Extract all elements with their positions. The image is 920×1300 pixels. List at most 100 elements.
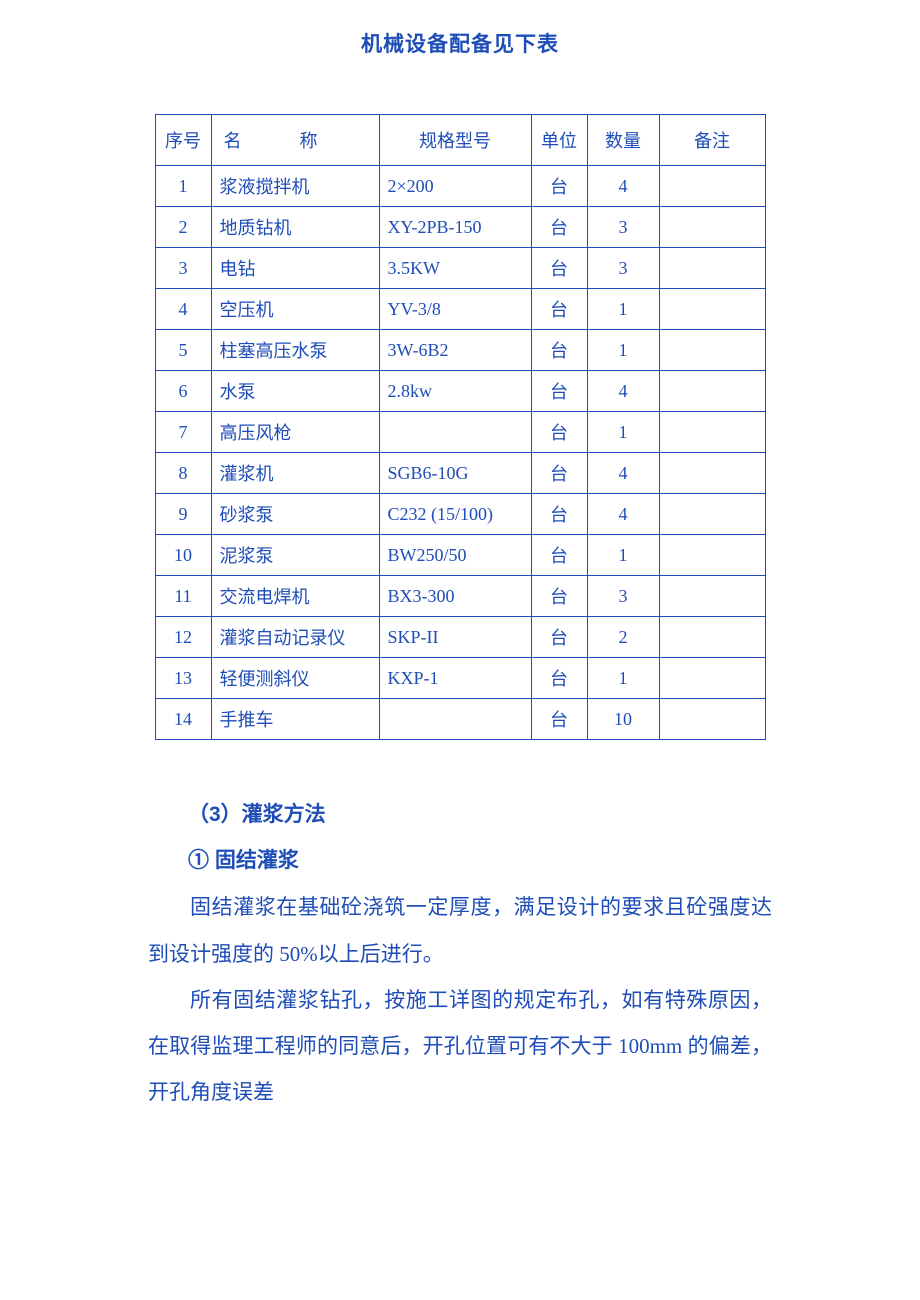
section-heading-3: （3）灌浆方法 [148, 792, 772, 838]
cell-seq: 4 [155, 289, 211, 330]
cell-seq: 7 [155, 412, 211, 453]
cell-remark [659, 248, 765, 289]
cell-seq: 2 [155, 207, 211, 248]
table-row: 11交流电焊机BX3-300台3 [155, 576, 765, 617]
cell-name: 泥浆泵 [211, 535, 379, 576]
cell-qty: 3 [587, 576, 659, 617]
cell-name: 水泵 [211, 371, 379, 412]
cell-name: 手推车 [211, 699, 379, 740]
table-row: 12灌浆自动记录仪SKP-II台2 [155, 617, 765, 658]
document-page: 机械设备配备见下表 序号 名称 规格型号 单位 数量 备注 1浆液搅拌机2×20… [0, 0, 920, 1115]
cell-unit: 台 [531, 576, 587, 617]
cell-seq: 13 [155, 658, 211, 699]
cell-remark [659, 494, 765, 535]
cell-unit: 台 [531, 453, 587, 494]
cell-seq: 3 [155, 248, 211, 289]
cell-seq: 14 [155, 699, 211, 740]
cell-unit: 台 [531, 166, 587, 207]
cell-unit: 台 [531, 330, 587, 371]
cell-seq: 6 [155, 371, 211, 412]
cell-spec: BX3-300 [379, 576, 531, 617]
cell-name: 砂浆泵 [211, 494, 379, 535]
table-row: 7高压风枪 台1 [155, 412, 765, 453]
cell-spec: SKP-II [379, 617, 531, 658]
cell-remark [659, 658, 765, 699]
cell-seq: 8 [155, 453, 211, 494]
cell-remark [659, 453, 765, 494]
cell-spec: 2.8kw [379, 371, 531, 412]
cell-qty: 1 [587, 658, 659, 699]
cell-name: 柱塞高压水泵 [211, 330, 379, 371]
cell-remark [659, 535, 765, 576]
cell-spec: KXP-1 [379, 658, 531, 699]
table-row: 4空压机YV-3/8台1 [155, 289, 765, 330]
cell-unit: 台 [531, 371, 587, 412]
cell-name: 灌浆自动记录仪 [211, 617, 379, 658]
col-header-seq: 序号 [155, 115, 211, 166]
table-row: 8灌浆机SGB6-10G台4 [155, 453, 765, 494]
col-header-qty: 数量 [587, 115, 659, 166]
col-header-spec: 规格型号 [379, 115, 531, 166]
paragraph: 固结灌浆在基础砼浇筑一定厚度，满足设计的要求且砼强度达到设计强度的 50%以上后… [148, 884, 772, 976]
cell-remark [659, 207, 765, 248]
cell-qty: 1 [587, 412, 659, 453]
cell-name: 浆液搅拌机 [211, 166, 379, 207]
cell-qty: 4 [587, 166, 659, 207]
col-header-unit: 单位 [531, 115, 587, 166]
cell-unit: 台 [531, 617, 587, 658]
cell-name: 交流电焊机 [211, 576, 379, 617]
cell-unit: 台 [531, 535, 587, 576]
cell-remark [659, 330, 765, 371]
cell-unit: 台 [531, 658, 587, 699]
cell-spec: BW250/50 [379, 535, 531, 576]
cell-qty: 3 [587, 248, 659, 289]
cell-spec: C232 (15/100) [379, 494, 531, 535]
col-header-name: 名称 [211, 115, 379, 166]
cell-unit: 台 [531, 412, 587, 453]
cell-name: 灌浆机 [211, 453, 379, 494]
cell-name: 电钻 [211, 248, 379, 289]
cell-qty: 4 [587, 494, 659, 535]
table-row: 10泥浆泵BW250/50台1 [155, 535, 765, 576]
cell-seq: 5 [155, 330, 211, 371]
cell-name: 高压风枪 [211, 412, 379, 453]
paragraph: 所有固结灌浆钻孔，按施工详图的规定布孔，如有特殊原因，在取得监理工程师的同意后，… [148, 977, 772, 1116]
table-row: 6水泵2.8kw台4 [155, 371, 765, 412]
cell-spec: YV-3/8 [379, 289, 531, 330]
table-row: 3电钻3.5KW台3 [155, 248, 765, 289]
cell-unit: 台 [531, 289, 587, 330]
table-row: 2地质钻机XY-2PB-150台3 [155, 207, 765, 248]
table-row: 5柱塞高压水泵3W-6B2台1 [155, 330, 765, 371]
cell-spec [379, 412, 531, 453]
cell-unit: 台 [531, 699, 587, 740]
cell-unit: 台 [531, 207, 587, 248]
cell-remark [659, 576, 765, 617]
cell-name: 地质钻机 [211, 207, 379, 248]
cell-seq: 12 [155, 617, 211, 658]
cell-name: 轻便测斜仪 [211, 658, 379, 699]
cell-spec: 2×200 [379, 166, 531, 207]
cell-qty: 10 [587, 699, 659, 740]
cell-qty: 2 [587, 617, 659, 658]
page-title: 机械设备配备见下表 [0, 28, 920, 58]
cell-seq: 9 [155, 494, 211, 535]
equipment-table: 序号 名称 规格型号 单位 数量 备注 1浆液搅拌机2×200台42地质钻机XY… [155, 114, 766, 740]
cell-unit: 台 [531, 248, 587, 289]
table-row: 1浆液搅拌机2×200台4 [155, 166, 765, 207]
cell-remark [659, 617, 765, 658]
cell-seq: 11 [155, 576, 211, 617]
body-text: （3）灌浆方法 ① 固结灌浆 固结灌浆在基础砼浇筑一定厚度，满足设计的要求且砼强… [148, 792, 772, 1115]
table-row: 9砂浆泵C232 (15/100)台4 [155, 494, 765, 535]
cell-spec: 3W-6B2 [379, 330, 531, 371]
cell-qty: 4 [587, 371, 659, 412]
col-header-remark: 备注 [659, 115, 765, 166]
cell-name: 空压机 [211, 289, 379, 330]
cell-seq: 1 [155, 166, 211, 207]
cell-unit: 台 [531, 494, 587, 535]
cell-qty: 1 [587, 289, 659, 330]
cell-qty: 4 [587, 453, 659, 494]
cell-remark [659, 289, 765, 330]
cell-qty: 3 [587, 207, 659, 248]
table-header-row: 序号 名称 规格型号 单位 数量 备注 [155, 115, 765, 166]
cell-remark [659, 166, 765, 207]
